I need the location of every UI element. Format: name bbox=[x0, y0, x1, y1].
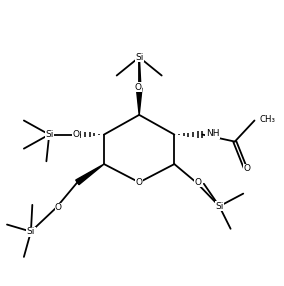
Text: Si: Si bbox=[215, 202, 224, 211]
Text: Si: Si bbox=[27, 227, 35, 236]
Text: NH: NH bbox=[206, 129, 219, 138]
Polygon shape bbox=[136, 88, 142, 115]
Text: O: O bbox=[195, 178, 202, 186]
Text: O: O bbox=[244, 164, 251, 173]
Polygon shape bbox=[76, 164, 104, 185]
Text: O: O bbox=[136, 178, 143, 187]
Text: O: O bbox=[73, 130, 80, 138]
Text: O: O bbox=[134, 83, 141, 92]
Text: O: O bbox=[55, 203, 62, 212]
Text: Si: Si bbox=[45, 130, 53, 139]
Text: CH₃: CH₃ bbox=[260, 116, 275, 124]
Text: Si: Si bbox=[135, 53, 143, 62]
